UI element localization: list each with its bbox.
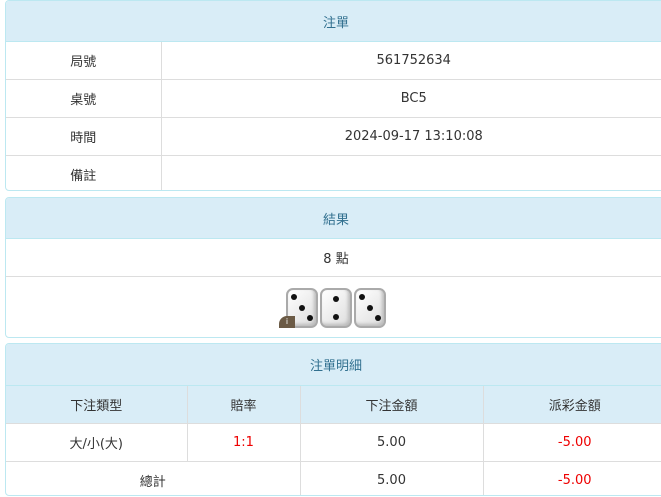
detail-table: 下注類型 賠率 下注金額 派彩金額 大/小(大) 1:1 5.00 -5.00 … (6, 386, 661, 495)
table-row: 桌號 BC5 (6, 79, 661, 118)
table-value: BC5 (160, 79, 661, 118)
table-row: 局號 561752634 (6, 42, 661, 80)
dice-row (6, 277, 661, 337)
die-2 (320, 287, 352, 328)
total-bet: 5.00 (299, 461, 483, 495)
total-label: 總計 (6, 461, 300, 495)
die-3 (354, 287, 386, 328)
die-pip (291, 293, 298, 300)
bet-type: 大/小(大) (6, 423, 187, 462)
order-table: 局號 561752634 桌號 BC5 時間 2024-09-17 13:10:08 … (6, 42, 661, 190)
time-label: 時間 (6, 117, 161, 156)
col-payout: 派彩金額 (482, 386, 661, 424)
detail-panel: 注單明細 下注類型 賠率 下注金額 派彩金額 大/小(大) 1:1 5.00 -… (5, 343, 661, 496)
order-title: 注單 (6, 1, 661, 42)
die-pip (333, 313, 339, 320)
result-title: 結果 (6, 198, 661, 239)
order-panel: 注單 局號 561752634 桌號 BC5 時間 2024-09-17 13:10:… (5, 0, 661, 191)
bet-amount: 5.00 (299, 423, 483, 462)
result-points: 8 點 (6, 239, 661, 277)
col-bet-amount: 下注金額 (299, 386, 483, 424)
round-label: 局號 (70, 55, 97, 70)
table-row: 時間 2024-09-17 13:10:08 (6, 117, 661, 156)
col-odds: 賠率 (186, 386, 300, 424)
total-payout: -5.00 (482, 461, 661, 495)
total-row: 總計 5.00 -5.00 (6, 461, 661, 495)
round-value: 561752634 (160, 42, 661, 80)
note-label: 備註 (6, 155, 161, 190)
die-pip (367, 304, 373, 311)
odds: 1:1 (186, 423, 300, 462)
col-bet-type: 下注類型 (70, 399, 123, 414)
table-row: 大/小(大) 1:1 5.00 -5.00 (6, 423, 661, 462)
die-pip (306, 315, 313, 322)
die-pip (299, 304, 305, 311)
time-value: 2024-09-17 13:10:08 (160, 117, 661, 156)
table-row: 備註 (6, 155, 661, 190)
die-pip (359, 293, 366, 300)
payout: -5.00 (482, 423, 661, 462)
detail-title: 注單明細 (6, 344, 661, 386)
result-panel: 結果 8 點 (5, 197, 661, 338)
die-pip (333, 295, 339, 302)
die-pip (374, 315, 381, 322)
header-row: 下注類型 賠率 下注金額 派彩金額 (6, 386, 661, 424)
info-icon[interactable]: i (279, 316, 295, 328)
table-label: 桌號 (6, 79, 161, 118)
note-value (160, 155, 661, 190)
